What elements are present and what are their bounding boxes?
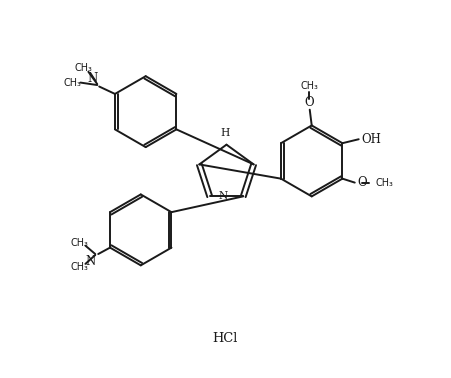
Text: OH: OH bbox=[361, 133, 381, 146]
Text: HCl: HCl bbox=[213, 332, 238, 345]
Text: CH₃: CH₃ bbox=[376, 178, 394, 187]
Text: CH₃: CH₃ bbox=[70, 262, 88, 272]
Text: N: N bbox=[218, 191, 227, 201]
Text: H: H bbox=[221, 128, 230, 138]
Text: CH₃: CH₃ bbox=[300, 81, 318, 91]
Text: CH₃: CH₃ bbox=[70, 238, 88, 248]
Text: N: N bbox=[85, 255, 95, 268]
Text: CH₃: CH₃ bbox=[63, 77, 81, 88]
Text: N: N bbox=[87, 72, 97, 85]
Text: CH₃: CH₃ bbox=[74, 63, 92, 73]
Text: O: O bbox=[304, 96, 314, 109]
Text: O: O bbox=[358, 176, 367, 189]
